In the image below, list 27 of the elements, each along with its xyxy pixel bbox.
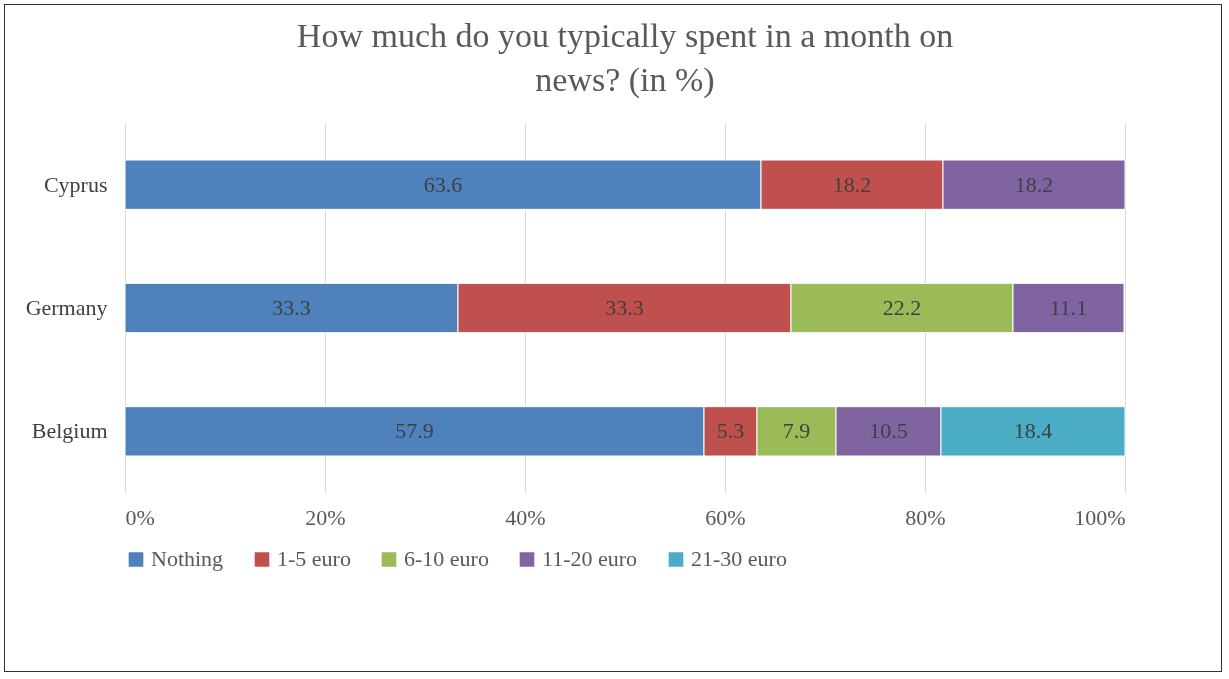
x-tick-label: 100%	[1074, 504, 1126, 530]
data-label: 7.9	[782, 418, 811, 444]
legend-label: 6-10 euro	[404, 546, 489, 572]
x-tick-label: 20%	[305, 504, 346, 530]
y-tick-label: Cyprus	[43, 171, 108, 197]
data-label: 63.6	[423, 171, 463, 197]
data-label: 5.3	[716, 418, 745, 444]
x-tick-label: 0%	[125, 504, 155, 530]
x-tick-label: 40%	[505, 504, 546, 530]
x-tick-label: 60%	[705, 504, 746, 530]
legend-label: 11-20 euro	[542, 546, 638, 572]
data-label: 18.4	[1013, 418, 1053, 444]
data-label: 11.1	[1049, 295, 1088, 320]
y-tick-label: Germany	[25, 295, 108, 320]
data-label: 57.9	[395, 418, 434, 444]
data-label: 33.3	[272, 295, 311, 320]
data-label: 22.2	[882, 295, 922, 320]
x-tick-label: 80%	[905, 504, 946, 530]
data-label: 33.3	[605, 295, 644, 320]
legend-label: 1-5 euro	[277, 546, 351, 572]
y-tick-label: Belgium	[31, 418, 108, 444]
legend-label: 21-30 euro	[691, 546, 787, 572]
legend-label: Nothing	[151, 546, 224, 572]
data-label: 10.5	[869, 418, 908, 444]
data-label: 18.2	[1014, 171, 1054, 197]
data-label: 18.2	[832, 171, 872, 197]
chart-title: How much do you typically spent in a month on news? (in %)	[296, 17, 954, 99]
